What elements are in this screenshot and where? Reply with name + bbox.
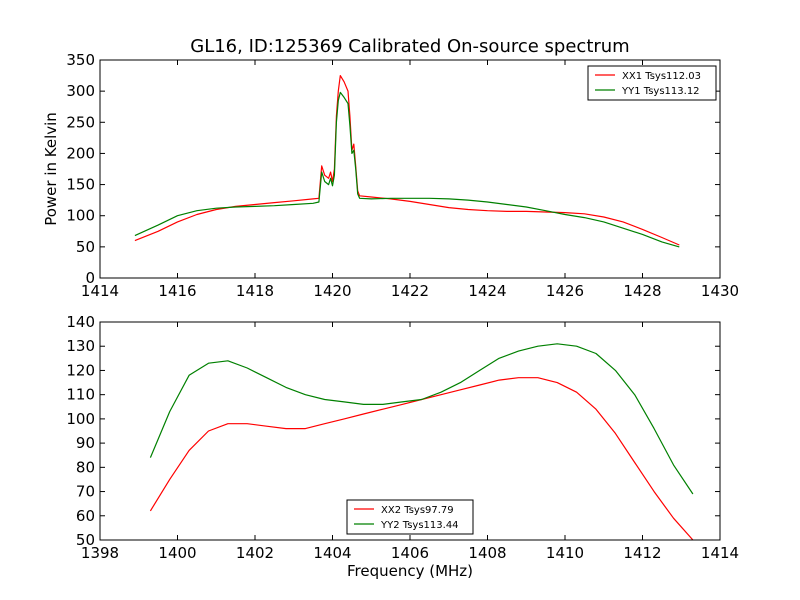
y-tick-label: 90 bbox=[76, 434, 95, 452]
y-tick-label: 100 bbox=[66, 207, 95, 225]
legend-box bbox=[587, 65, 717, 101]
x-tick-label: 1418 bbox=[236, 282, 274, 300]
x-tick-label: 1402 bbox=[236, 544, 274, 562]
x-tick-label: 1420 bbox=[313, 282, 351, 300]
series-line-xx bbox=[134, 74, 680, 246]
y-tick-label: 200 bbox=[66, 144, 95, 162]
legend-label: XX2 Tsys97.79 bbox=[381, 505, 454, 516]
x-tick-label: 1414 bbox=[701, 544, 739, 562]
x-tick-label: 1398 bbox=[81, 544, 119, 562]
bottom-spectrum-panel: 1398 1400 1402 1404 1406 1408 1410 1412 1414 50 60… bbox=[66, 313, 739, 580]
y-tick-label: 100 bbox=[66, 410, 95, 428]
y-tick-label: 140 bbox=[66, 313, 95, 331]
x-tick-label: 1406 bbox=[391, 544, 429, 562]
y-tick-label: 300 bbox=[66, 82, 95, 100]
x-tick-label: 1408 bbox=[468, 544, 506, 562]
x-tick-label: 1410 bbox=[546, 544, 584, 562]
y-tick-label: 120 bbox=[66, 361, 95, 379]
x-tick-label: 1424 bbox=[468, 282, 506, 300]
legend-label: YY2 Tsys113.44 bbox=[380, 520, 459, 531]
y-tick-label: 50 bbox=[76, 238, 95, 256]
series-line-yy bbox=[149, 343, 694, 495]
y-tick-label: 150 bbox=[66, 176, 95, 194]
y-tick-label: 350 bbox=[66, 51, 95, 69]
y-tick-label: 60 bbox=[76, 507, 95, 525]
y-axis-label: Power in Kelvin bbox=[42, 112, 60, 226]
x-tick-label: 1426 bbox=[546, 282, 584, 300]
x-tick-label: 1416 bbox=[158, 282, 196, 300]
series-line-yy bbox=[134, 91, 680, 248]
legend-label: YY1 Tsys113.12 bbox=[621, 86, 700, 97]
y-tick-label: 50 bbox=[76, 531, 95, 549]
x-tick-label: 1412 bbox=[623, 544, 661, 562]
legend-box bbox=[346, 499, 474, 535]
top-spectrum-panel: 1414 1416 1418 1420 1422 1424 1426 1428 1430 0 50 1… bbox=[42, 51, 739, 300]
y-tick-label: 70 bbox=[76, 483, 95, 501]
y-tick-label: 110 bbox=[66, 386, 95, 404]
y-tick-label: 0 bbox=[85, 269, 95, 287]
x-tick-label: 1400 bbox=[158, 544, 196, 562]
legend-label: XX1 Tsys112.03 bbox=[622, 71, 701, 82]
x-tick-label: 1404 bbox=[313, 544, 351, 562]
figure-title: GL16, ID:125369 Calibrated On-source spe… bbox=[190, 36, 629, 57]
y-tick-label: 250 bbox=[66, 113, 95, 131]
x-tick-label: 1428 bbox=[623, 282, 661, 300]
x-tick-label: 1430 bbox=[701, 282, 739, 300]
x-axis-label: Frequency (MHz) bbox=[347, 562, 473, 580]
x-tick-label: 1422 bbox=[391, 282, 429, 300]
y-tick-label: 130 bbox=[66, 337, 95, 355]
y-tick-label: 80 bbox=[76, 458, 95, 476]
x-tick-label: 1414 bbox=[81, 282, 119, 300]
